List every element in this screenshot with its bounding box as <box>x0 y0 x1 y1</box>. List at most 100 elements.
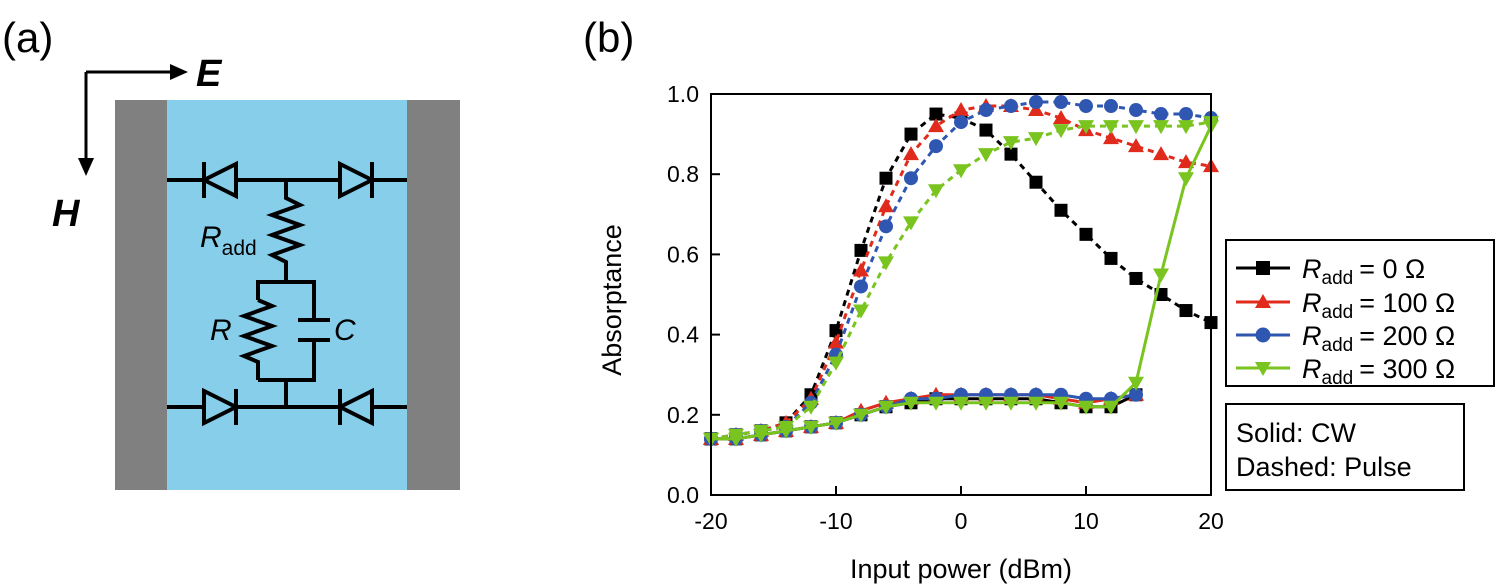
data-point <box>953 164 969 179</box>
data-point <box>1029 95 1043 110</box>
legend-marker <box>1255 294 1271 308</box>
capacitor-icon <box>298 318 330 342</box>
y-tick-label: 0.0 <box>667 482 699 508</box>
data-point <box>928 184 944 199</box>
resistor-icon <box>238 298 278 380</box>
data-point <box>1103 130 1119 145</box>
diode-icon <box>202 387 241 427</box>
data-point <box>1129 387 1143 402</box>
data-point <box>1004 147 1018 161</box>
data-point <box>828 334 844 349</box>
left-electrode <box>115 100 167 490</box>
data-point <box>1153 268 1169 283</box>
data-point <box>1078 120 1094 135</box>
data-point <box>903 396 919 411</box>
legend-entry: Radd = 0 Ω <box>1236 254 1425 289</box>
data-point <box>778 420 794 435</box>
data-point <box>1153 120 1169 135</box>
vector-axes: E H <box>52 53 223 235</box>
data-point <box>1054 203 1068 217</box>
diode-icon <box>335 387 374 427</box>
data-point <box>854 279 868 294</box>
data-point <box>978 148 994 163</box>
data-point <box>954 115 968 130</box>
data-point <box>853 408 869 423</box>
legend-label: Radd = 0 Ω <box>1302 254 1425 289</box>
data-point <box>1054 95 1068 110</box>
data-point <box>928 396 944 411</box>
data-point <box>1178 120 1194 135</box>
data-point <box>1178 154 1194 169</box>
note-frame <box>1225 403 1465 491</box>
y-tick-label: 0.4 <box>667 322 699 348</box>
legend-entry: Radd = 100 Ω <box>1236 288 1455 323</box>
data-point <box>1028 132 1044 147</box>
data-point <box>1003 396 1019 411</box>
data-point <box>879 219 893 234</box>
x-tick-label: 10 <box>1073 508 1099 534</box>
data-point <box>828 416 844 431</box>
right-electrode <box>407 100 460 490</box>
data-point <box>903 146 919 161</box>
data-point <box>728 428 744 443</box>
data-point <box>803 420 819 435</box>
data-point <box>928 118 944 133</box>
data-point <box>979 103 993 118</box>
data-point <box>1028 396 1044 411</box>
data-point <box>853 304 869 319</box>
y-tick-label: 1.0 <box>667 81 699 107</box>
data-point <box>1053 396 1069 411</box>
legend-marker <box>1255 327 1271 343</box>
panel-a-label: (a) <box>2 14 53 61</box>
legend-label: Radd = 300 Ω <box>1302 354 1455 389</box>
data-point <box>1104 251 1118 265</box>
substrate <box>115 100 460 490</box>
data-point <box>1179 304 1193 318</box>
data-point <box>1053 124 1069 139</box>
x-tick-label: 20 <box>1198 508 1224 534</box>
data-point <box>1104 99 1118 114</box>
panel-b-label: (b) <box>583 14 634 61</box>
note-dashed-text: Dashed: Pulse <box>1236 452 1412 482</box>
circuit <box>167 160 407 427</box>
data-point <box>1153 146 1169 161</box>
data-point <box>1129 103 1143 118</box>
branch-top-wire <box>256 280 316 318</box>
data-point <box>1154 107 1168 122</box>
y-axis-title: Absorptance <box>597 224 627 376</box>
resistor-icon <box>266 180 306 282</box>
data-point <box>979 123 993 137</box>
data-point <box>1028 102 1044 117</box>
legend: Radd = 0 Ω Radd = 100 Ω Radd = 200 Ω Radd = … <box>1225 239 1495 389</box>
data-point <box>904 127 918 141</box>
y-tick-label: 0.6 <box>667 241 699 267</box>
x-tick-label: -20 <box>694 508 727 534</box>
vector-e-label: E <box>196 53 223 95</box>
data-point <box>1128 120 1144 135</box>
legend-marker <box>1255 362 1271 376</box>
legend-entry: Radd = 300 Ω <box>1236 354 1455 389</box>
legend-label: Radd = 100 Ω <box>1302 288 1455 323</box>
panel-b: (b) -20 -10 0 10 20 0.0 0.2 0.4 0.6 0.8 1.0 Input … <box>583 14 1495 584</box>
data-point <box>1129 271 1143 285</box>
data-point <box>1128 138 1144 153</box>
data-point <box>1078 400 1094 415</box>
data-point <box>1079 99 1093 114</box>
x-tick-label: 0 <box>955 508 968 534</box>
data-point <box>1103 400 1119 415</box>
x-axis-title: Input power (dBm) <box>850 554 1072 584</box>
data-point <box>978 396 994 411</box>
note-solid-text: Solid: CW <box>1236 418 1357 448</box>
r-add-label: Radd <box>200 221 257 260</box>
data-point <box>853 262 869 277</box>
data-point <box>904 171 918 186</box>
data-point <box>1003 136 1019 151</box>
data-point <box>854 243 868 257</box>
data-point <box>829 324 843 338</box>
data-point <box>929 107 943 121</box>
data-point <box>953 396 969 411</box>
line-style-note: Solid: CW Dashed: Pulse <box>1225 403 1465 491</box>
data-point <box>753 424 769 439</box>
panel-a: (a) E H <box>2 14 460 490</box>
